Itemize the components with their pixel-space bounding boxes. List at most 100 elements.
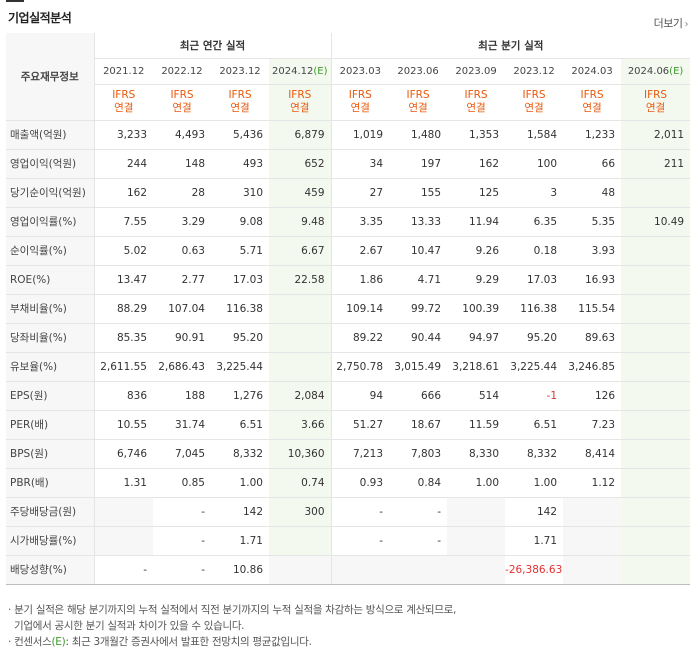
table-cell: 9.29 bbox=[447, 265, 506, 295]
table-cell: 197 bbox=[389, 149, 448, 179]
table-cell: 2.77 bbox=[153, 265, 211, 295]
table-cell: 85.35 bbox=[94, 323, 153, 353]
table-cell: - bbox=[153, 496, 211, 527]
more-link[interactable]: 더보기 › bbox=[653, 15, 689, 31]
table-row: 당기순이익(억원) 162 28 310 459 27 155 125 3 48 bbox=[6, 178, 691, 208]
table-row: 영업이익(억원) 244 148 493 652 34 197 162 100 66 211 bbox=[6, 149, 691, 179]
row-label: PBR(배) bbox=[6, 468, 95, 498]
table-cell: 16.93 bbox=[563, 265, 622, 295]
table-cell: 99.72 bbox=[389, 293, 448, 324]
table-cell: 116.38 bbox=[505, 293, 564, 324]
period-label: 2023.09 bbox=[455, 65, 497, 77]
table-cell: 109.14 bbox=[330, 293, 390, 324]
table-cell: 162 bbox=[447, 149, 506, 179]
table-cell: 3.93 bbox=[563, 236, 622, 266]
period-header: 2023.12 bbox=[211, 58, 269, 85]
table-cell bbox=[447, 496, 506, 527]
table-cell: 22.58 bbox=[269, 265, 332, 295]
footnote-2: · 컨센서스(E): 최근 3개월간 증권사에서 발표한 전망치의 평균값입니다… bbox=[8, 634, 688, 648]
table-cell: 0.93 bbox=[330, 468, 390, 498]
period-label: 2021.12 bbox=[103, 65, 145, 77]
ifrs-basis-header: IFRS 연결 bbox=[94, 84, 153, 121]
table-cell: 5.02 bbox=[94, 236, 153, 266]
table-cell bbox=[621, 380, 691, 411]
table-cell: 2,686.43 bbox=[153, 352, 211, 382]
table-cell bbox=[269, 352, 332, 382]
footnote-1: · 분기 실적은 해당 분기까지의 누적 실적에서 직전 분기까지의 누적 실적… bbox=[8, 604, 457, 616]
row-label: 매출액(억원) bbox=[6, 120, 95, 150]
table-cell: 3.35 bbox=[330, 206, 390, 237]
table-cell: 10.47 bbox=[389, 236, 448, 266]
row-label: EPS(원) bbox=[6, 380, 95, 411]
table-cell: 188 bbox=[153, 380, 211, 411]
table-cell: - bbox=[153, 555, 211, 585]
ifrs-basis-header: IFRS 연결 bbox=[330, 84, 390, 121]
table-cell: 148 bbox=[153, 149, 211, 179]
table-cell: 3,246.85 bbox=[563, 352, 622, 382]
row-label: 영업이익(억원) bbox=[6, 149, 95, 179]
table-cell: 8,332 bbox=[211, 439, 269, 469]
table-cell: 107.04 bbox=[153, 293, 211, 324]
table-cell bbox=[621, 178, 691, 208]
period-label: 2023.12 bbox=[513, 65, 555, 77]
table-row: 유보율(%) 2,611.55 2,686.43 3,225.44 2,750.78 3,… bbox=[6, 352, 691, 382]
consolidated-label: 연결 bbox=[408, 102, 428, 114]
row-label: 유보율(%) bbox=[6, 352, 95, 382]
footnotes: · 분기 실적은 해당 분기까지의 누적 실적에서 직전 분기까지의 누적 실적… bbox=[8, 602, 688, 648]
table-cell: 2,084 bbox=[269, 380, 332, 411]
table-row: 순이익률(%) 5.02 0.63 5.71 6.67 2.67 10.47 9.26 0.18… bbox=[6, 236, 691, 266]
consolidated-label: 연결 bbox=[645, 102, 666, 114]
table-cell: 31.74 bbox=[153, 410, 211, 440]
period-label: 2024.12 bbox=[272, 65, 314, 77]
table-cell: 90.44 bbox=[389, 323, 448, 353]
table-cell: 3,015.49 bbox=[389, 352, 448, 382]
table-cell: 126 bbox=[563, 380, 622, 411]
table-cell: 4,493 bbox=[153, 120, 211, 150]
table-cell: 5.35 bbox=[563, 206, 622, 237]
table-cell: 3.29 bbox=[153, 206, 211, 237]
table-cell: 514 bbox=[447, 380, 506, 411]
table-cell bbox=[269, 526, 332, 556]
table-cell: 3,233 bbox=[94, 120, 153, 150]
table-cell: 1.86 bbox=[330, 265, 390, 295]
table-cell: 90.91 bbox=[153, 323, 211, 353]
table-cell: 1,019 bbox=[330, 120, 390, 150]
table-cell bbox=[447, 555, 506, 585]
more-link-label[interactable]: 더보기 bbox=[653, 17, 683, 30]
ifrs-basis-header: IFRS 연결 bbox=[621, 84, 691, 121]
consolidated-label: 연결 bbox=[230, 102, 250, 114]
table-cell: 9.26 bbox=[447, 236, 506, 266]
table-cell: 2,011 bbox=[621, 120, 691, 150]
table-cell: 1.71 bbox=[211, 526, 269, 556]
table-cell: 300 bbox=[269, 496, 332, 527]
table-cell: 6.51 bbox=[211, 410, 269, 440]
table-cell bbox=[621, 410, 691, 440]
table-cell bbox=[563, 496, 622, 527]
ifrs-basis-header: IFRS 연결 bbox=[505, 84, 564, 121]
table-cell: 125 bbox=[447, 178, 506, 208]
table-cell: 1.71 bbox=[505, 526, 564, 556]
row-label: 당좌비율(%) bbox=[6, 323, 95, 353]
table-cell: 666 bbox=[389, 380, 448, 411]
table-cell: 2.67 bbox=[330, 236, 390, 266]
table-cell: 17.03 bbox=[211, 265, 269, 295]
consolidated-label: 연결 bbox=[172, 102, 192, 114]
ifrs-label: IFRS bbox=[112, 89, 136, 101]
table-cell: 100 bbox=[505, 149, 564, 179]
row-label: 부채비율(%) bbox=[6, 293, 95, 324]
ifrs-label: IFRS bbox=[288, 89, 312, 101]
table-cell: 8,414 bbox=[563, 439, 622, 469]
ifrs-basis-header: IFRS 연결 bbox=[563, 84, 622, 121]
table-cell: 94.97 bbox=[447, 323, 506, 353]
row-label: 순이익률(%) bbox=[6, 236, 95, 266]
ifrs-label: IFRS bbox=[522, 89, 546, 101]
table-cell: 211 bbox=[621, 149, 691, 179]
table-cell: 100.39 bbox=[447, 293, 506, 324]
table-cell: 8,330 bbox=[447, 439, 506, 469]
title-accent-bar bbox=[6, 0, 24, 2]
table-row: ROE(%) 13.47 2.77 17.03 22.58 1.86 4.71 9.29 17.… bbox=[6, 265, 691, 295]
table-cell bbox=[447, 526, 506, 556]
table-cell: 27 bbox=[330, 178, 390, 208]
period-label: 2023.12 bbox=[219, 65, 261, 77]
table-cell: 6.35 bbox=[505, 206, 564, 237]
